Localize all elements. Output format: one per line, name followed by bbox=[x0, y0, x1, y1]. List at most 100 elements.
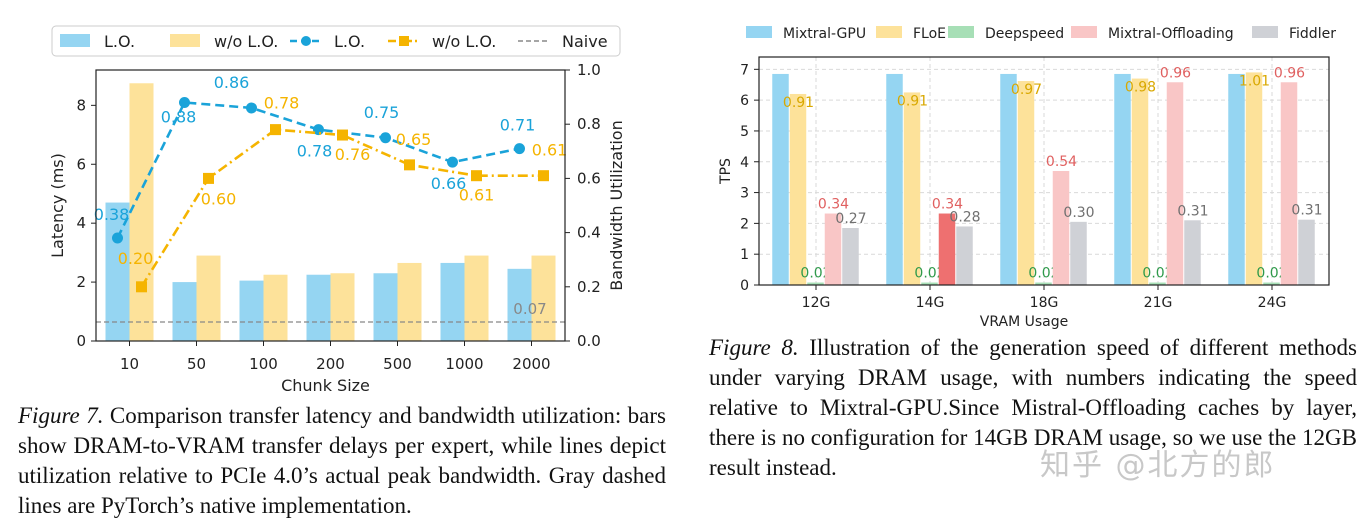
legend-label: w/o L.O. bbox=[214, 32, 278, 51]
tps-relative-label: 0.34 bbox=[818, 197, 849, 213]
tps-bar bbox=[1149, 282, 1166, 285]
tps-bar bbox=[1184, 220, 1201, 285]
latency-bar bbox=[531, 255, 556, 341]
y-tick-label: 4 bbox=[740, 155, 749, 171]
utilization-label: 0.61 bbox=[459, 186, 495, 205]
utilization-point bbox=[270, 124, 281, 136]
legend-marker bbox=[399, 36, 409, 46]
legend-label: Naive bbox=[562, 32, 608, 51]
legend-label: Fiddler bbox=[1289, 26, 1336, 42]
figure-8-caption-label: Figure 8. bbox=[709, 335, 799, 360]
utilization-point bbox=[538, 170, 549, 182]
x-tick-label: 1000 bbox=[445, 355, 483, 373]
tps-bar bbox=[1035, 282, 1052, 285]
y-tick-label: 0 bbox=[76, 332, 86, 350]
utilization-point bbox=[179, 97, 190, 109]
utilization-label: 0.78 bbox=[297, 142, 333, 161]
x-tick-label: 21G bbox=[1144, 295, 1173, 311]
naive-value-label: 0.07 bbox=[513, 300, 546, 318]
y-tick-label: 6 bbox=[740, 93, 749, 109]
tps-relative-label: 0.02 bbox=[1142, 266, 1173, 282]
y-right-tick-label: 0.2 bbox=[577, 278, 601, 296]
legend-swatch bbox=[60, 34, 90, 47]
figure-8-chart: 0.91 0.91 0.97 0.98 1.01 0.02 0.02 0.02 0.02 0.02… bbox=[718, 26, 1336, 330]
legend-swatch bbox=[876, 26, 902, 38]
y-tick-label: 2 bbox=[76, 273, 86, 291]
latency-bar bbox=[440, 262, 465, 341]
latency-bar bbox=[129, 83, 154, 341]
tps-relative-label: 0.28 bbox=[949, 209, 980, 225]
latency-bar bbox=[507, 268, 532, 341]
utilization-point bbox=[112, 232, 123, 244]
x-tick-label: 12G bbox=[802, 295, 831, 311]
y-tick-label: 0 bbox=[740, 278, 749, 294]
y-right-tick-label: 0.6 bbox=[577, 169, 601, 187]
tps-bar bbox=[1131, 78, 1149, 285]
y-tick-label: 4 bbox=[76, 214, 86, 232]
legend-label: FLoE bbox=[913, 26, 946, 42]
tps-bar bbox=[1114, 73, 1131, 285]
utilization-point bbox=[447, 156, 458, 168]
figure-8-caption: Figure 8. Illustration of the generation… bbox=[709, 333, 1357, 483]
tps-relative-label: 1.01 bbox=[1239, 73, 1270, 89]
legend-swatch bbox=[1252, 26, 1278, 38]
y-tick-label: 2 bbox=[740, 216, 749, 232]
latency-bar bbox=[464, 255, 489, 341]
y-tick-label: 8 bbox=[76, 96, 86, 114]
legend-label: w/o L.O. bbox=[432, 32, 496, 51]
tps-bar bbox=[772, 73, 789, 285]
tps-relative-label: 0.91 bbox=[783, 95, 814, 111]
x-tick-label: 18G bbox=[1030, 295, 1059, 311]
utilization-label: 0.78 bbox=[264, 94, 300, 113]
x-tick-label: 50 bbox=[187, 355, 206, 373]
legend-label: L.O. bbox=[334, 32, 365, 51]
tps-bar bbox=[1000, 73, 1017, 285]
tps-bar bbox=[1263, 282, 1280, 285]
tps-bar bbox=[842, 228, 859, 285]
tps-relative-label: 0.96 bbox=[1274, 65, 1305, 81]
legend-label: Mixtral-Offloading bbox=[1108, 26, 1234, 42]
tps-relative-label: 0.91 bbox=[897, 93, 928, 109]
x-axis-label: VRAM Usage bbox=[980, 314, 1068, 330]
tps-bar bbox=[1166, 82, 1184, 285]
utilization-point bbox=[313, 124, 324, 136]
utilization-label: 0.75 bbox=[364, 103, 400, 122]
y-right-tick-label: 0.0 bbox=[577, 332, 601, 350]
tps-relative-label: 0.30 bbox=[1063, 205, 1094, 221]
utilization-point bbox=[404, 159, 415, 171]
tps-bar bbox=[938, 213, 956, 285]
y-axis-label: TPS bbox=[718, 158, 734, 185]
legend-box bbox=[51, 25, 621, 57]
latency-bar bbox=[196, 255, 221, 341]
utilization-point bbox=[246, 102, 257, 114]
tps-bar bbox=[789, 93, 807, 285]
tps-relative-label: 0.97 bbox=[1011, 82, 1042, 98]
utilization-label: 0.76 bbox=[335, 145, 371, 164]
tps-relative-label: 0.98 bbox=[1125, 80, 1156, 96]
tps-bar bbox=[886, 73, 903, 285]
utilization-label: 0.38 bbox=[94, 205, 130, 224]
tps-relative-label: 0.34 bbox=[932, 197, 963, 213]
utilization-label: 0.86 bbox=[214, 73, 250, 92]
legend-label: Deepspeed bbox=[985, 26, 1064, 42]
utilization-point bbox=[337, 129, 348, 141]
tps-relative-label: 0.96 bbox=[1160, 65, 1191, 81]
y-axis-label: Latency (ms) bbox=[48, 153, 67, 258]
legend: L.O. w/o L.O. L.O. w/o L.O. Naive bbox=[51, 25, 621, 57]
tps-bar bbox=[956, 226, 973, 285]
latency-bar bbox=[239, 280, 264, 341]
y-tick-label: 5 bbox=[740, 124, 749, 140]
figure-7-caption-label: Figure 7. bbox=[18, 403, 104, 428]
legend-swatch bbox=[170, 34, 200, 47]
tps-relative-label: 0.02 bbox=[1256, 266, 1287, 282]
y-tick-label: 3 bbox=[740, 186, 749, 202]
tps-bar bbox=[903, 92, 921, 285]
y-tick-label: 7 bbox=[740, 62, 749, 78]
utilization-label: 0.65 bbox=[396, 130, 432, 149]
latency-bar bbox=[172, 282, 197, 341]
legend-label: Mixtral-GPU bbox=[783, 26, 866, 42]
tps-bar bbox=[807, 282, 824, 285]
y-right-tick-label: 1.0 bbox=[577, 61, 601, 79]
latency-bar bbox=[263, 274, 288, 341]
utilization-label: 0.60 bbox=[201, 189, 237, 208]
